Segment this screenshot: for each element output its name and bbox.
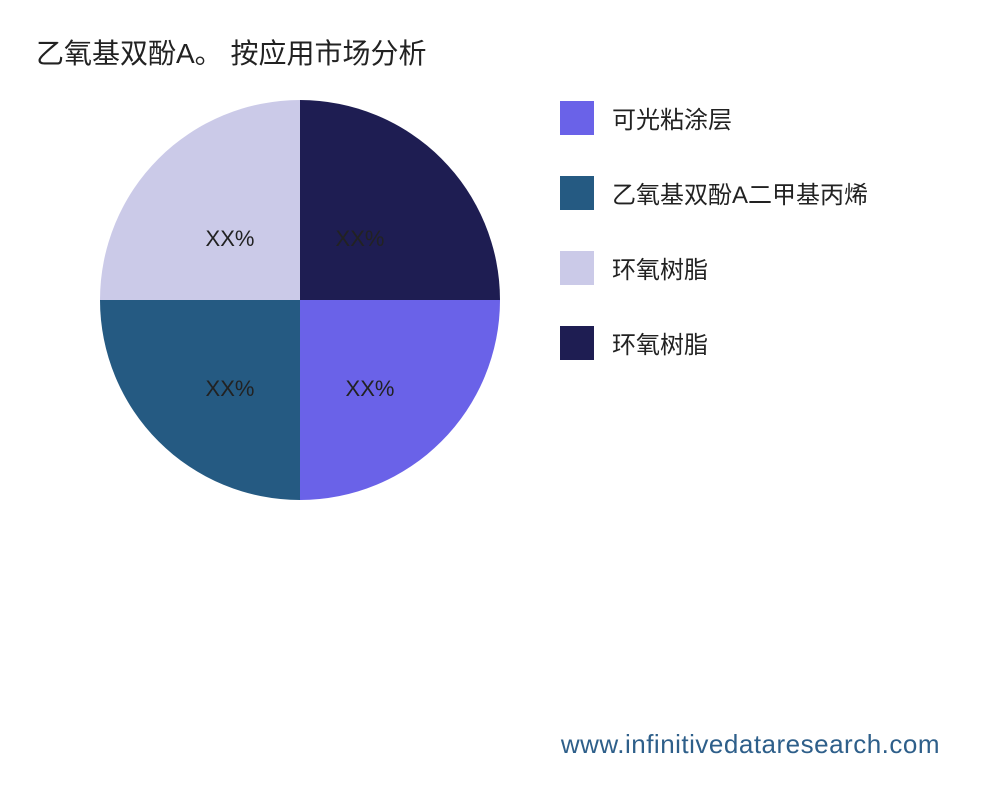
pie-chart: XX% XX% XX% XX% xyxy=(100,100,500,500)
chart-title: 乙氧基双酚A。 按应用市场分析 xyxy=(36,32,426,72)
legend-item: 环氧树脂 xyxy=(560,250,980,285)
legend-item: 乙氧基双酚A二甲基丙烯 xyxy=(560,175,980,210)
legend-item: 环氧树脂 xyxy=(560,325,980,360)
pie-slice xyxy=(100,300,300,500)
legend-item: 可光粘涂层 xyxy=(560,100,980,135)
legend-label: 环氧树脂 xyxy=(612,250,708,285)
legend-label: 可光粘涂层 xyxy=(612,100,732,135)
legend-swatch xyxy=(560,251,594,285)
pie-slice xyxy=(300,300,500,500)
legend-swatch xyxy=(560,101,594,135)
pie-slice-label: XX% xyxy=(206,376,255,401)
pie-svg: XX% XX% XX% XX% xyxy=(100,100,500,500)
pie-slice xyxy=(300,100,500,300)
legend-swatch xyxy=(560,176,594,210)
pie-slice xyxy=(100,100,300,300)
legend-label: 乙氧基双酚A二甲基丙烯 xyxy=(612,175,868,210)
footer-source-link[interactable]: www.infinitivedataresearch.com xyxy=(561,729,940,760)
pie-slice-label: XX% xyxy=(336,226,385,251)
pie-slice-label: XX% xyxy=(346,376,395,401)
legend-swatch xyxy=(560,326,594,360)
legend: 可光粘涂层 乙氧基双酚A二甲基丙烯 环氧树脂 环氧树脂 xyxy=(560,100,980,400)
pie-slice-label: XX% xyxy=(206,226,255,251)
legend-label: 环氧树脂 xyxy=(612,325,708,360)
